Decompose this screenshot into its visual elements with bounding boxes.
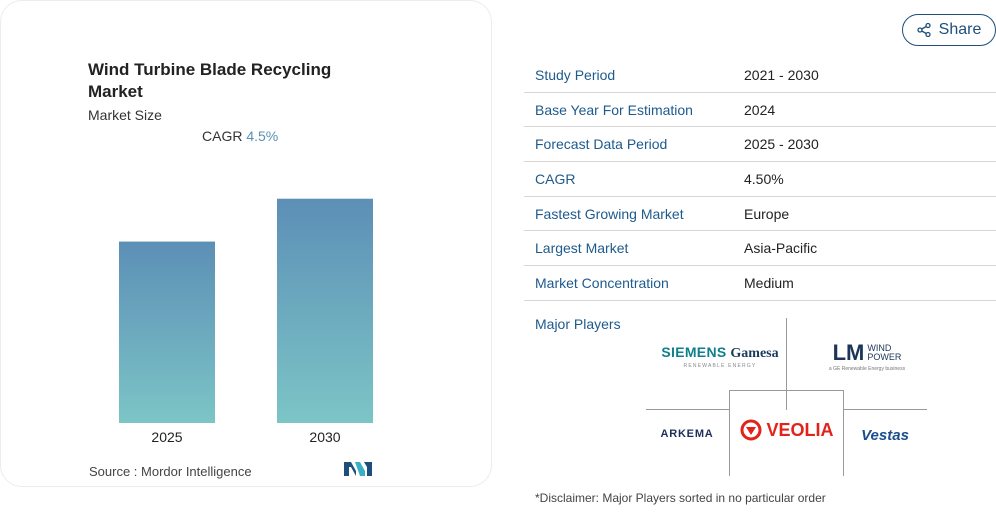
arkema-logo: ARKEMA (652, 424, 722, 444)
chart-subtitle: Market Size (88, 107, 162, 123)
veolia-mark-icon (740, 419, 762, 441)
row-value: Asia-Pacific (744, 240, 818, 257)
row-value: 2021 - 2030 (744, 66, 819, 83)
table-row: Market Concentration Medium (524, 266, 996, 301)
vestas-logo: Vestas (850, 424, 920, 446)
table-row: Study Period 2021 - 2030 (524, 58, 996, 93)
market-snapshot-table: Study Period 2021 - 2030 Base Year For E… (524, 58, 996, 301)
row-key: Study Period (535, 66, 616, 83)
row-key: Base Year For Estimation (535, 101, 693, 118)
row-value: 2024 (744, 101, 776, 118)
row-value: Europe (744, 205, 790, 222)
x-tick-label: 2030 (309, 429, 340, 445)
table-row: Base Year For Estimation 2024 (524, 93, 996, 128)
lm-text: LM (832, 340, 865, 365)
disclaimer-note: *Disclaimer: Major Players sorted in no … (535, 491, 826, 505)
siemens-tagline: RENEWABLE ENERGY (683, 362, 757, 369)
cagr-label-text: CAGR (202, 128, 243, 144)
table-row: Forecast Data Period 2025 - 2030 (524, 127, 996, 163)
row-value: Medium (744, 274, 794, 291)
share-label: Share (938, 21, 982, 38)
cagr-value: 4.5% (246, 128, 279, 144)
bar-chart: 2025 2030 (119, 198, 373, 445)
divider (729, 390, 730, 476)
lm-wind-power-logo: LM WIND POWER a GE Renewable Energy busi… (815, 337, 919, 375)
divider (786, 318, 787, 410)
x-tick-label: 2025 (151, 429, 182, 445)
row-value: 2025 - 2030 (744, 136, 819, 153)
lm-power-text: POWER (867, 352, 902, 362)
divider (843, 409, 927, 410)
divider (843, 390, 844, 476)
mordor-intelligence-logo (344, 462, 372, 476)
divider (646, 409, 730, 410)
siemens-text: SIEMENS (661, 343, 727, 360)
bar-2030 (277, 198, 373, 423)
share-icon (916, 23, 931, 37)
major-players-label: Major Players (535, 316, 621, 332)
arkema-text: ARKEMA (660, 428, 714, 440)
row-key: Forecast Data Period (535, 136, 668, 153)
table-row: CAGR 4.50% (524, 162, 996, 197)
row-key: Market Concentration (535, 274, 669, 291)
siemens-gamesa-logo: SIEMENS Gamesa RENEWABLE ENERGY (655, 340, 785, 372)
share-button[interactable]: Share (902, 14, 996, 46)
row-value: 4.50% (744, 170, 784, 187)
vestas-text: Vestas (861, 426, 909, 444)
lm-tagline: a GE Renewable Energy business (828, 366, 906, 372)
bar-2025 (119, 241, 215, 423)
row-key: Fastest Growing Market (535, 205, 684, 222)
lm-wind-text: WIND (867, 343, 892, 353)
cagr-label: CAGR 4.5% (202, 128, 278, 144)
gamesa-text: Gamesa (730, 345, 779, 361)
source-note: Source : Mordor Intelligence (89, 464, 252, 479)
table-row: Fastest Growing Market Europe (524, 197, 996, 232)
row-key: Largest Market (535, 240, 629, 257)
veolia-text: VEOLIA (766, 419, 834, 440)
chart-title: Wind Turbine Blade Recycling Market (88, 60, 332, 101)
veolia-logo: VEOLIA (733, 413, 841, 447)
table-row: Largest Market Asia-Pacific (524, 231, 996, 267)
divider (729, 390, 844, 391)
row-key: CAGR (535, 170, 576, 187)
market-size-card: Wind Turbine Blade Recycling Market Mark… (0, 0, 492, 487)
